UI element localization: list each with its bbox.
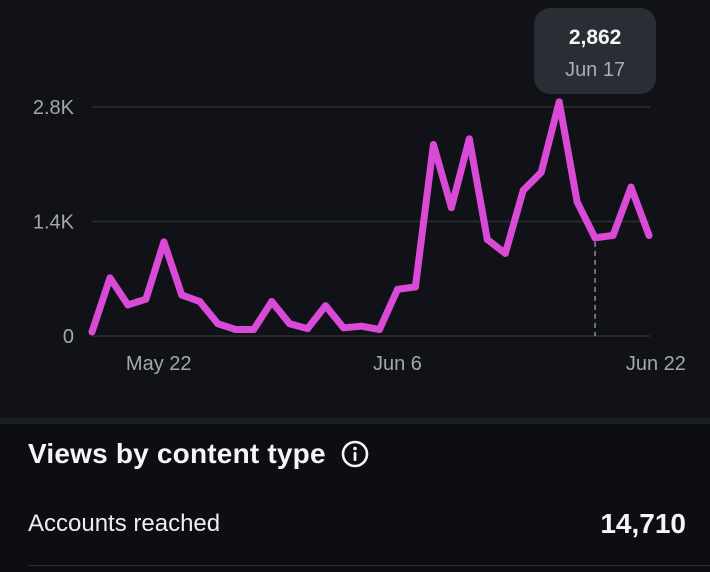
metric-value: 14,710 [600,508,686,539]
data-point [124,301,132,309]
data-point [106,274,114,282]
data-points [88,98,653,336]
x-tick-label: Jun 6 [373,353,422,375]
info-circle-icon[interactable] [340,439,370,469]
data-point [411,283,419,291]
tooltip-date: Jun 17 [565,59,625,81]
data-point [375,325,383,333]
data-point [196,298,204,306]
y-tick-label: 1.4K [33,212,75,234]
views-chart-section: 2.8K 1.4K 0 May 22 Jun 6 Jun 22 2,862 Jun 17 [0,0,710,418]
tooltip-value: 2,862 [569,26,622,49]
section-divider [0,418,710,424]
data-point [573,198,581,206]
x-tick-label: May 22 [126,353,192,375]
data-point [322,302,330,310]
data-point [142,295,150,303]
y-axis-ticks: 2.8K 1.4K 0 [33,97,75,348]
data-point [393,285,401,293]
data-point [501,249,509,257]
data-point [160,238,168,246]
data-point [250,325,258,333]
data-point [465,135,473,143]
metric-row-accounts-reached[interactable]: Accounts reached 14,710 [28,508,686,540]
data-point [447,204,455,212]
data-point [627,183,635,191]
data-point [268,298,276,306]
data-point [555,98,563,106]
x-tick-label: Jun 22 [626,353,686,375]
data-point [340,324,348,332]
data-point [483,235,491,243]
data-point [645,231,653,239]
content-type-header: Views by content type [28,438,370,470]
data-point [232,325,240,333]
views-series-line[interactable] [88,98,653,336]
row-divider [28,565,710,566]
data-point [429,141,437,149]
chart-tooltip: 2,862 Jun 17 [534,8,657,94]
data-point [591,234,599,242]
views-line-chart[interactable]: 2.8K 1.4K 0 May 22 Jun 6 Jun 22 2,862 Jun 17 [0,0,710,418]
data-point [88,328,96,336]
data-point [609,231,617,239]
y-tick-label: 0 [63,326,74,348]
data-point [537,168,545,176]
data-point [519,186,527,194]
data-point [178,291,186,299]
data-point [358,322,366,330]
data-point [304,325,312,333]
y-tick-label: 2.8K [33,97,75,119]
metric-label: Accounts reached [28,510,221,537]
x-axis-ticks: May 22 Jun 6 Jun 22 [126,353,686,375]
section-title: Views by content type [28,438,326,469]
data-point [214,320,222,328]
tooltip-background [534,8,657,94]
data-point [286,320,294,328]
